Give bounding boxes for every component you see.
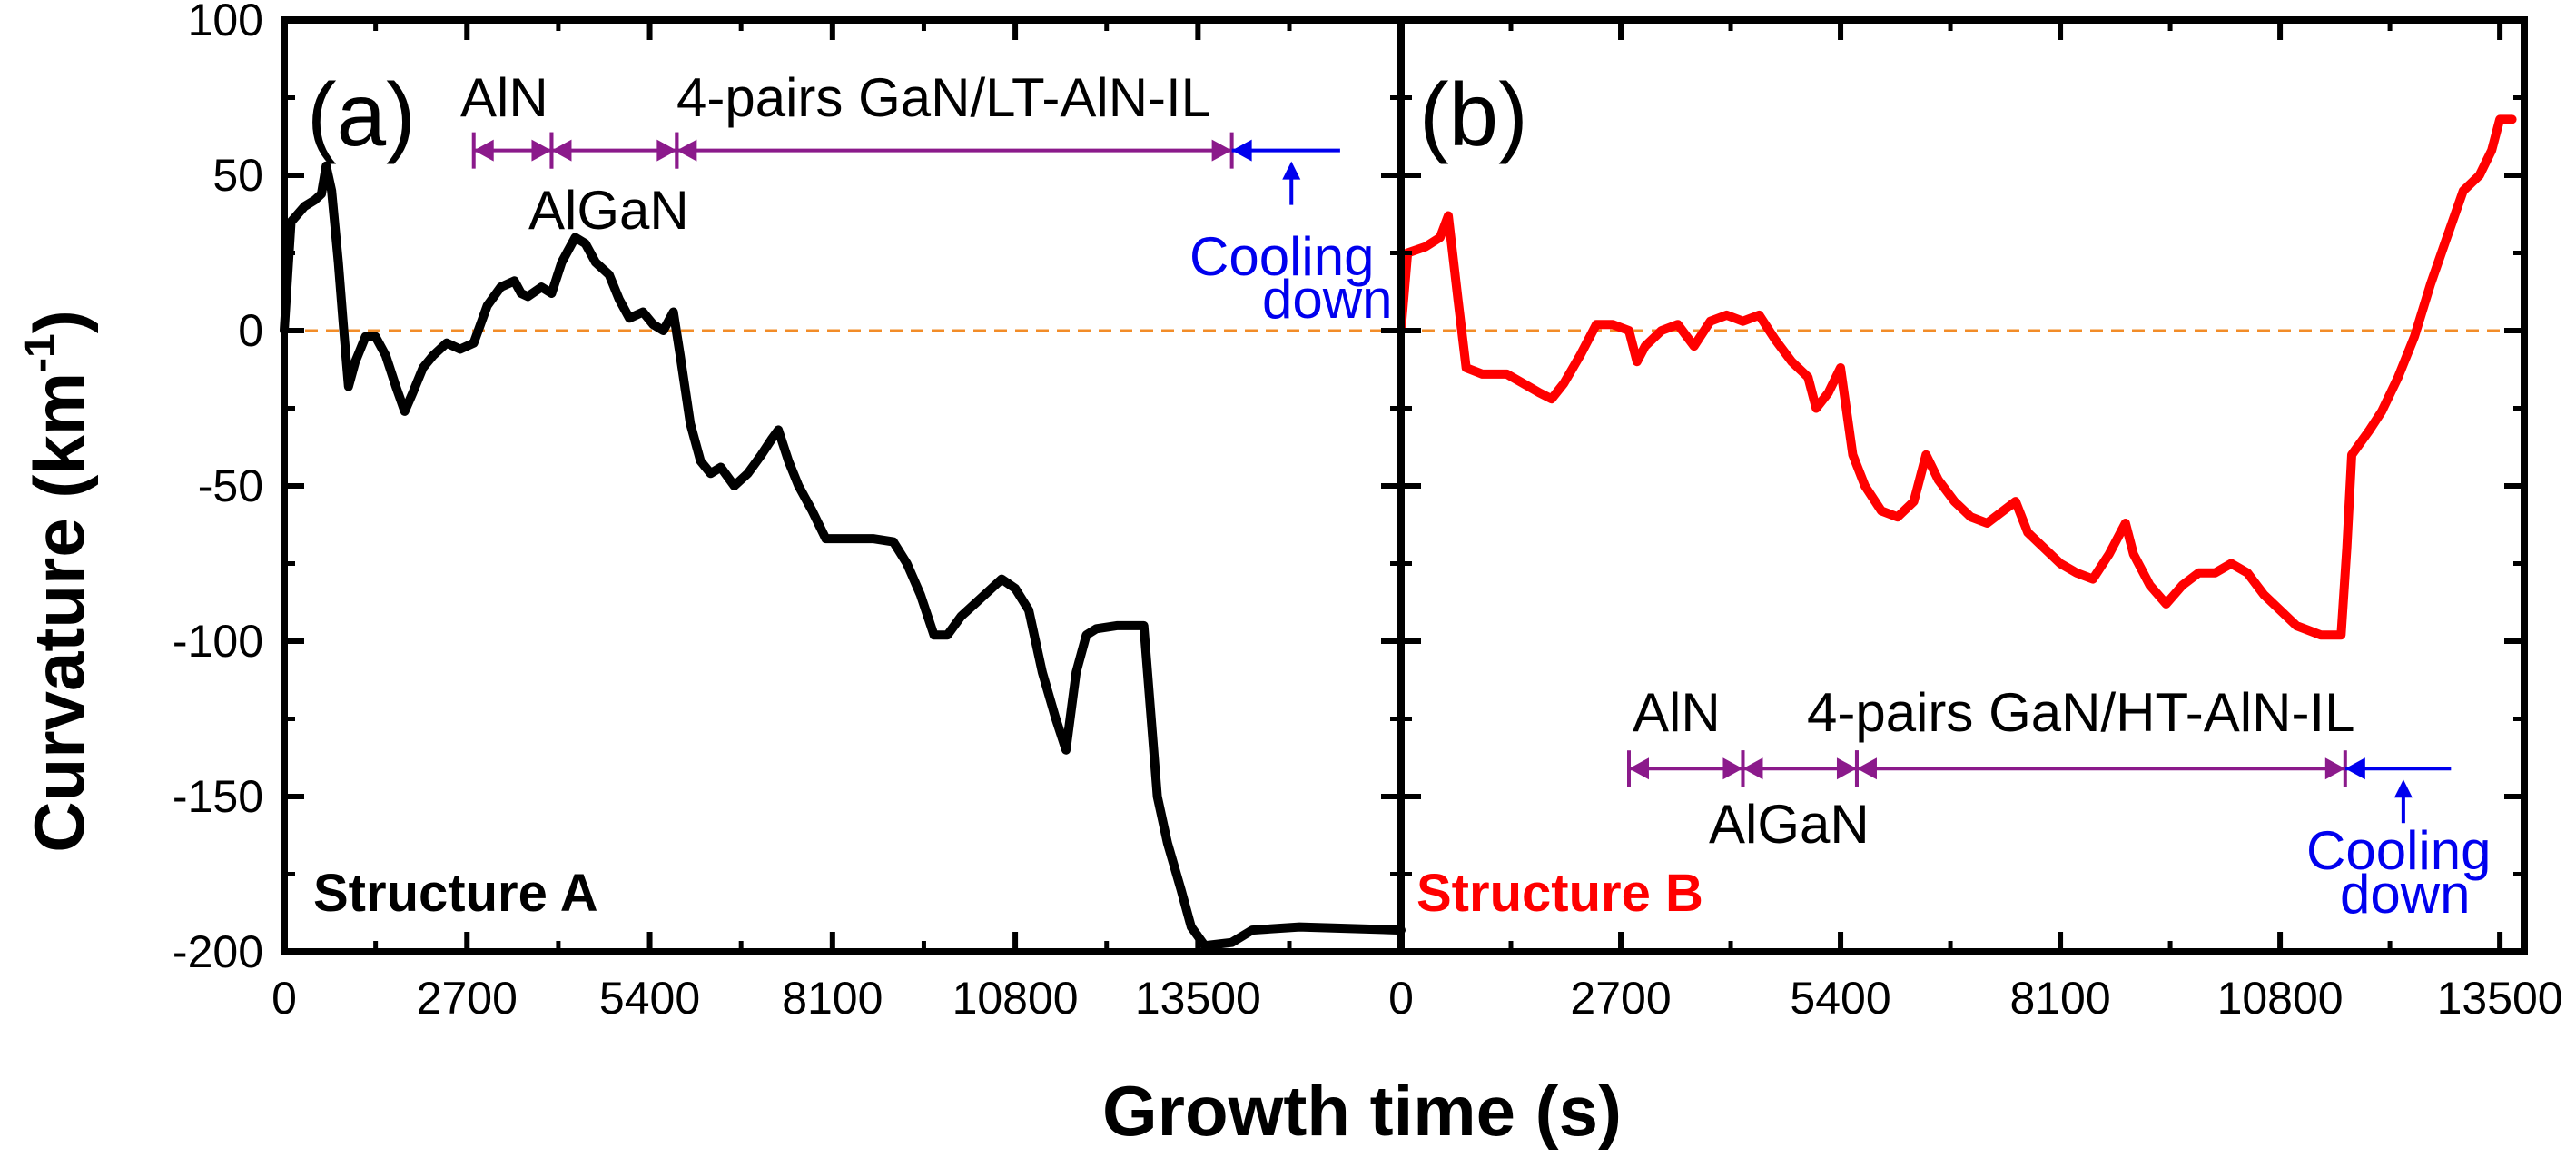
- x-tick-label-a-2: 5400: [599, 973, 700, 1024]
- panel-a-down-label: down: [1262, 269, 1392, 330]
- structure-b-label: Structure B: [1416, 864, 1703, 923]
- axes-layer: 0 2700 5400 8100 10800 13500 2700 5400 8100 10800…: [173, 0, 2563, 1024]
- annotation-arrow-right-a-0: [531, 139, 552, 162]
- panel-a-label: (a): [307, 64, 416, 164]
- svg-text:Curvature (km-1): Curvature (km-1): [16, 310, 99, 853]
- annotation-arrow-right-b-2: [2324, 757, 2345, 780]
- panel-b-label: (b): [1419, 64, 1528, 164]
- y-tick-label-1: 50: [212, 150, 263, 201]
- annotation-arrow-right-a-2: [1211, 139, 1232, 162]
- annotation-arrow-left-b-0: [1628, 757, 1649, 780]
- y-axis-title-main: Curvature (km: [19, 372, 99, 853]
- annotation-arrow-right-a-1: [656, 139, 677, 162]
- panel-a-cooling-label: Cooling: [1189, 226, 1374, 287]
- y-axis-title-close: ): [19, 310, 99, 333]
- y-tick-label-3: -50: [198, 460, 263, 511]
- annotation-arrow-left-b-1: [1742, 757, 1763, 780]
- y-tick-label-0: 100: [188, 0, 263, 45]
- panel-b-algan-label: AlGaN: [1709, 794, 1870, 855]
- cooling-arrow-left-a: [1231, 139, 1252, 162]
- x-tick-label-b-3: 8100: [2009, 973, 2110, 1024]
- panel-a-aln-label: AlN: [460, 67, 548, 128]
- y-tick-label-4: -100: [173, 616, 263, 667]
- x-tick-label-a-1: 2700: [417, 973, 518, 1024]
- series-line-panel-b: [1397, 114, 2517, 640]
- annotation-arrow-left-a-1: [551, 139, 572, 162]
- y-axis-title-sup: -1: [16, 333, 64, 372]
- x-tick-label-b-1: 2700: [1570, 973, 1671, 1024]
- series-line-panel-a: [280, 161, 1406, 951]
- x-tick-label-a-4: 10800: [952, 973, 1079, 1024]
- panel-b-down-label: down: [2340, 864, 2470, 925]
- x-axis-title: Growth time (s): [1102, 1071, 1622, 1151]
- series-layer: [280, 114, 2517, 951]
- y-tick-label-6: -200: [173, 926, 263, 977]
- x-tick-label-b-0: 0: [1388, 973, 1414, 1024]
- panel-frame-b: [1397, 16, 2528, 955]
- annotation-arrow-left-a-2: [676, 139, 697, 162]
- annotation-arrow-right-b-1: [1836, 757, 1857, 780]
- annotation-arrow-left-b-2: [1856, 757, 1877, 780]
- x-tick-label-a-3: 8100: [782, 973, 883, 1024]
- panel-b-cooling-label: Cooling: [2306, 820, 2491, 881]
- panel-b-gan-ht-aln-label: 4-pairs GaN/HT-AlN-IL: [1807, 682, 2354, 743]
- cooling-pointer-head-b: [2393, 779, 2413, 798]
- x-tick-label-b-2: 5400: [1790, 973, 1890, 1024]
- annotation-arrow-left-a-0: [473, 139, 494, 162]
- annotation-arrow-right-b-0: [1722, 757, 1743, 780]
- y-tick-label-5: -150: [173, 771, 263, 822]
- y-axis-title: Curvature (km-1): [16, 310, 99, 853]
- x-tick-label-a-0: 0: [271, 973, 297, 1024]
- cooling-pointer-head-a: [1282, 161, 1301, 180]
- panel-a-algan-label: AlGaN: [528, 180, 689, 241]
- x-tick-label-b-4: 10800: [2217, 973, 2344, 1024]
- structure-a-label: Structure A: [313, 864, 598, 923]
- y-tick-label-2: 0: [238, 305, 263, 356]
- annotation-layer: [471, 132, 2452, 824]
- cooling-arrow-left-b: [2344, 757, 2365, 780]
- panel-a-gan-lt-aln-label: 4-pairs GaN/LT-AlN-IL: [676, 67, 1211, 128]
- panel-b-aln-label: AlN: [1633, 682, 1721, 743]
- x-tick-label-b-5: 13500: [2437, 973, 2563, 1024]
- x-tick-label-a-5: 13500: [1135, 973, 1261, 1024]
